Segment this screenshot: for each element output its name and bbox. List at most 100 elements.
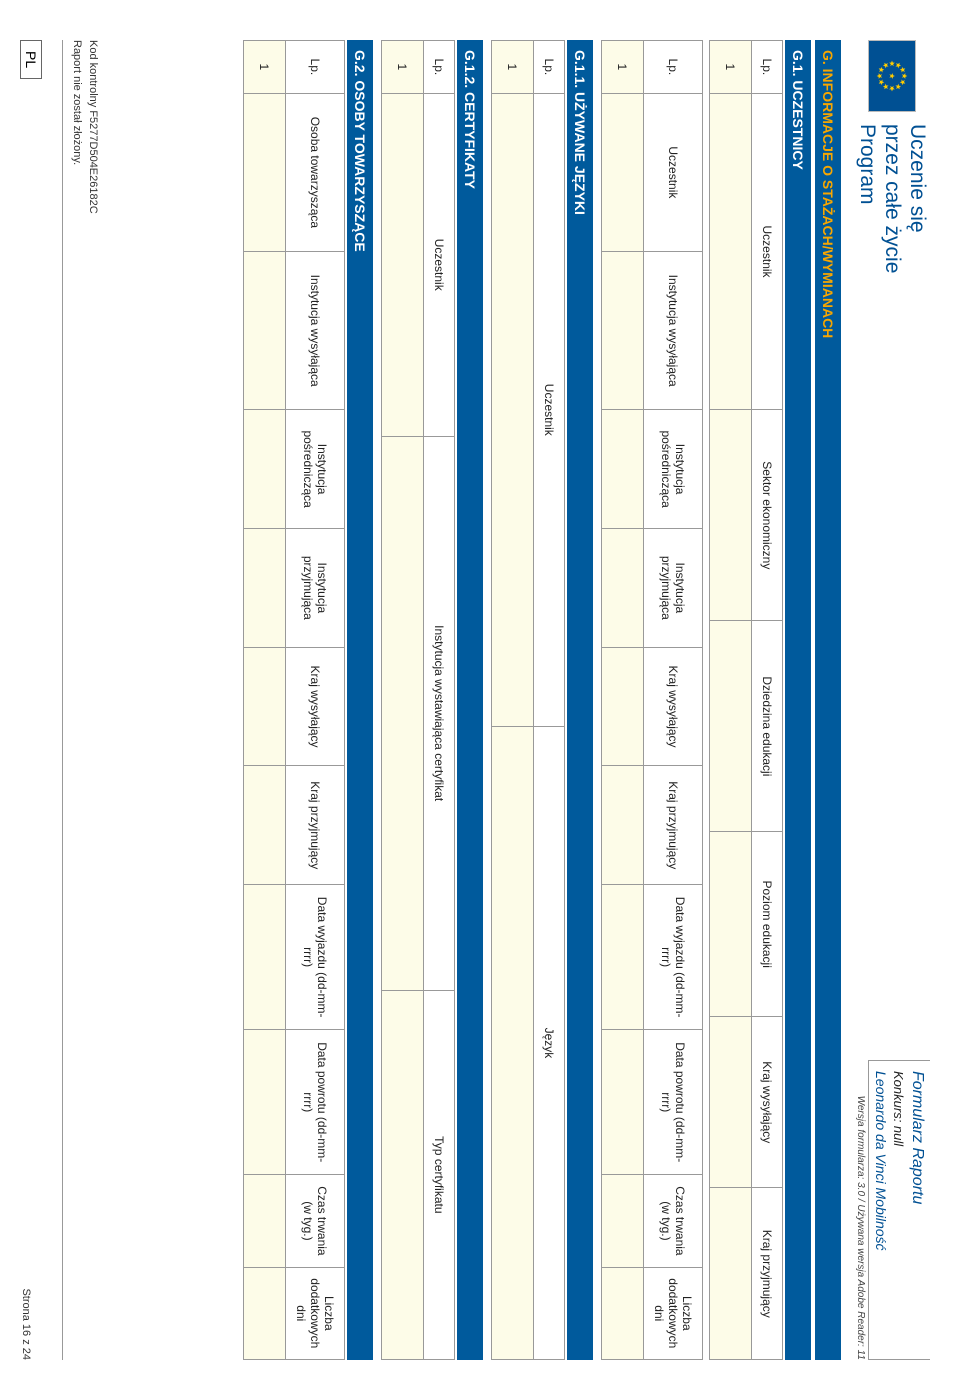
column-header: Instytucja wystawiająca certyfikat — [424, 436, 455, 990]
column-header: Instytucja wysyłająca — [286, 252, 345, 410]
input-cell[interactable] — [244, 1030, 286, 1175]
row-number-cell: 1 — [244, 41, 286, 94]
column-header: Kraj wysyłający — [752, 1017, 783, 1188]
eu-flag-icon — [868, 40, 916, 112]
row-number-cell: 1 — [710, 41, 752, 94]
row-number-cell: 1 — [382, 41, 424, 94]
column-header: Czas trwania (w tyg.) — [644, 1175, 703, 1267]
form-info-box: Formularz Raportu Konkurs: null Leonardo… — [868, 1060, 930, 1360]
table-row: 1 — [492, 41, 534, 1360]
form-title: Formularz Raportu — [908, 1071, 926, 1349]
column-header: Osoba towarzysząca — [286, 93, 345, 251]
column-header: Instytucja pośrednicząca — [286, 410, 345, 529]
input-cell[interactable] — [710, 93, 752, 410]
input-cell[interactable] — [602, 252, 644, 410]
input-cell[interactable] — [710, 621, 752, 832]
column-header: Data wyjazdu (dd-mm-rrrr) — [286, 885, 345, 1030]
page-header: Uczenie się przez całe życie Program For… — [849, 40, 930, 1360]
input-cell[interactable] — [244, 252, 286, 410]
column-header: Instytucja przyjmująca — [286, 528, 345, 647]
control-code: Kod kontrolny F5277D504E26182C — [84, 40, 99, 1360]
column-header: Data wyjazdu (dd-mm-rrrr) — [644, 885, 703, 1030]
page-number: Strona 16 z 24 — [20, 1288, 32, 1360]
input-cell[interactable] — [382, 436, 424, 990]
table-g11: Lp.UczestnikJęzyk 1 — [491, 40, 565, 1360]
program-line3: Program — [854, 124, 879, 273]
input-cell[interactable] — [492, 93, 534, 726]
column-header: Kraj wysyłający — [644, 647, 703, 766]
input-cell[interactable] — [602, 528, 644, 647]
input-cell[interactable] — [602, 647, 644, 766]
input-cell[interactable] — [244, 1175, 286, 1267]
table-row: 1 — [710, 41, 752, 1360]
input-cell[interactable] — [710, 832, 752, 1017]
section-g11-heading: G.1.1. UŻYWANE JĘZYKI — [567, 40, 593, 1360]
input-cell[interactable] — [492, 726, 534, 1359]
row-number-cell: 1 — [602, 41, 644, 94]
column-header: Uczestnik — [424, 93, 455, 436]
input-cell[interactable] — [710, 1017, 752, 1188]
column-header: Lp. — [424, 41, 455, 94]
column-header: Uczestnik — [534, 93, 565, 726]
input-cell[interactable] — [382, 93, 424, 436]
column-header: Lp. — [752, 41, 783, 94]
table-row: 1 — [382, 41, 424, 1360]
column-header: Lp. — [286, 41, 345, 94]
column-header: Lp. — [644, 41, 703, 94]
row-number-cell: 1 — [492, 41, 534, 94]
report-status: Raport nie został złożony. — [69, 40, 84, 1360]
program-line2: przez całe życie — [880, 124, 905, 273]
table-g1b: Lp.UczestnikInstytucja wysyłającaInstytu… — [601, 40, 703, 1360]
program-title: Uczenie się przez całe życie Program — [854, 124, 930, 273]
input-cell[interactable] — [602, 885, 644, 1030]
input-cell[interactable] — [382, 990, 424, 1359]
input-cell[interactable] — [244, 410, 286, 529]
input-cell[interactable] — [602, 1175, 644, 1267]
language-box: PL — [20, 40, 42, 79]
column-header: Język — [534, 726, 565, 1359]
program-line1: Uczenie się — [905, 124, 930, 273]
table-row: 1 — [244, 41, 286, 1360]
version-text: Wersja formularza: 3.0 / Używana wersja … — [855, 1060, 866, 1360]
column-header: Typ certyfikatu — [424, 990, 455, 1359]
column-header: Dziedzina edukacji — [752, 621, 783, 832]
section-g1-heading: G.1. UCZESTNICY — [785, 40, 811, 1360]
table-g2: Lp.Osoba towarzyszącaInstytucja wysyłają… — [243, 40, 345, 1360]
input-cell[interactable] — [602, 93, 644, 251]
column-header: Liczba dodatkowych dni — [644, 1267, 703, 1359]
input-cell[interactable] — [244, 885, 286, 1030]
input-cell[interactable] — [244, 93, 286, 251]
input-cell[interactable] — [244, 766, 286, 885]
column-header: Sektor ekonomiczny — [752, 410, 783, 621]
input-cell[interactable] — [244, 647, 286, 766]
input-cell[interactable] — [602, 1267, 644, 1359]
column-header: Uczestnik — [644, 93, 703, 251]
table-g1a: Lp.UczestnikSektor ekonomicznyDziedzina … — [709, 40, 783, 1360]
input-cell[interactable] — [710, 410, 752, 621]
column-header: Poziom edukacji — [752, 832, 783, 1017]
input-cell[interactable] — [710, 1188, 752, 1360]
input-cell[interactable] — [602, 1030, 644, 1175]
section-g2-heading: G.2. OSOBY TOWARZYSZĄCE — [347, 40, 373, 1360]
column-header: Kraj wysyłający — [286, 647, 345, 766]
page-footer: Kod kontrolny F5277D504E26182C Raport ni… — [20, 40, 100, 1360]
column-header: Czas trwania (w tyg.) — [286, 1175, 345, 1267]
table-g12: Lp.UczestnikInstytucja wystawiająca cert… — [381, 40, 455, 1360]
column-header: Uczestnik — [752, 93, 783, 410]
column-header: Data powrotu (dd-mm-rrrr) — [286, 1030, 345, 1175]
input-cell[interactable] — [244, 1267, 286, 1359]
column-header: Instytucja przyjmująca — [644, 528, 703, 647]
table-row: 1 — [602, 41, 644, 1360]
input-cell[interactable] — [602, 766, 644, 885]
section-g12-heading: G.1.2. CERTYFIKATY — [457, 40, 483, 1360]
subprogram-line: Leonardo da Vinci Mobilność — [873, 1071, 889, 1349]
column-header: Instytucja wysyłająca — [644, 252, 703, 410]
input-cell[interactable] — [244, 528, 286, 647]
column-header: Kraj przyjmujący — [644, 766, 703, 885]
konkurs-line: Konkurs: null — [891, 1071, 906, 1349]
section-g-heading: G. INFORMACJE O STAŻACH/WYMIANACH — [815, 40, 841, 1360]
column-header: Instytucja pośrednicząca — [644, 410, 703, 529]
input-cell[interactable] — [602, 410, 644, 529]
column-header: Lp. — [534, 41, 565, 94]
column-header: Data powrotu (dd-mm-rrrr) — [644, 1030, 703, 1175]
